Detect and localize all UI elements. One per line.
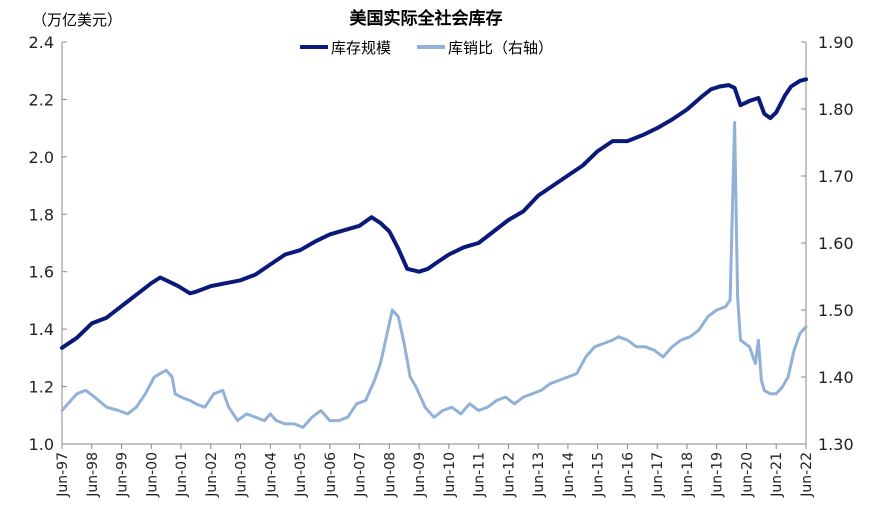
x-tick-label: Jun-21	[769, 452, 785, 498]
x-tick-label: Jun-07	[353, 452, 369, 498]
left-tick-label: 1.4	[29, 320, 54, 339]
unit-label: （万亿美元）	[32, 11, 122, 29]
x-tick-label: Jun-99	[115, 452, 131, 498]
x-tick-label: Jun-10	[442, 452, 458, 498]
right-tick-label: 1.30	[818, 435, 854, 454]
left-tick-label: 2.2	[29, 90, 54, 109]
legend-label-inventory: 库存规模	[331, 39, 391, 57]
x-tick-label: Jun-04	[263, 452, 279, 498]
x-tick-label: Jun-08	[382, 452, 398, 498]
x-tick-label: Jun-00	[144, 452, 160, 498]
x-tick-label: Jun-09	[412, 452, 428, 498]
x-tick-label: Jun-98	[85, 452, 101, 498]
x-tick-label: Jun-20	[739, 452, 755, 498]
x-tick-label: Jun-16	[620, 452, 636, 498]
right-tick-label: 1.60	[818, 234, 854, 253]
left-tick-label: 2.4	[29, 33, 54, 52]
left-tick-label: 1.6	[29, 263, 54, 282]
x-tick-label: Jun-18	[680, 452, 696, 498]
right-tick-label: 1.40	[818, 368, 854, 387]
x-tick-label: Jun-17	[650, 452, 666, 498]
series-layer	[60, 77, 808, 429]
x-tick-label: Jun-13	[531, 452, 547, 498]
right-tick-label: 1.90	[818, 33, 854, 52]
left-tick-label: 1.0	[29, 435, 54, 454]
x-tick-label: Jun-06	[323, 452, 339, 498]
chart-title: 美国实际全社会库存	[350, 8, 503, 29]
x-tick-label: Jun-12	[501, 452, 517, 498]
left-tick-label: 2.0	[29, 148, 54, 167]
x-tick-label: Jun-15	[591, 452, 607, 498]
x-tick-label: Jun-11	[472, 452, 488, 498]
right-tick-label: 1.70	[818, 167, 854, 186]
right-tick-label: 1.80	[818, 100, 854, 119]
right-tick-label: 1.50	[818, 301, 854, 320]
x-tick-label: Jun-14	[561, 452, 577, 498]
x-tick-label: Jun-22	[799, 452, 815, 498]
x-tick-label: Jun-19	[710, 452, 726, 498]
series-line-inventory	[60, 77, 808, 350]
right-axis-ticks: 1.30 1.40 1.50 1.60 1.70 1.80 1.90	[801, 33, 854, 454]
series-line-inventory-sales-ratio	[60, 120, 808, 429]
x-tick-label: Jun-97	[55, 452, 71, 498]
x-tick-label: Jun-01	[174, 452, 190, 498]
legend: 库存规模 库销比（右轴）	[300, 39, 553, 57]
x-tick-label: Jun-03	[234, 452, 250, 498]
x-axis-ticks: Jun-97 Jun-98 Jun-99 Jun-00 Jun-01 Jun-02 Jun-…	[55, 444, 815, 498]
x-tick-label: Jun-02	[204, 452, 220, 498]
legend-label-ratio: 库销比（右轴）	[448, 39, 553, 57]
left-tick-label: 1.8	[29, 205, 54, 224]
left-tick-label: 1.2	[29, 378, 54, 397]
left-axis-ticks: 1.0 1.2 1.4 1.6 1.8 2.0 2.2 2.4	[29, 33, 67, 454]
x-tick-label: Jun-05	[293, 452, 309, 498]
